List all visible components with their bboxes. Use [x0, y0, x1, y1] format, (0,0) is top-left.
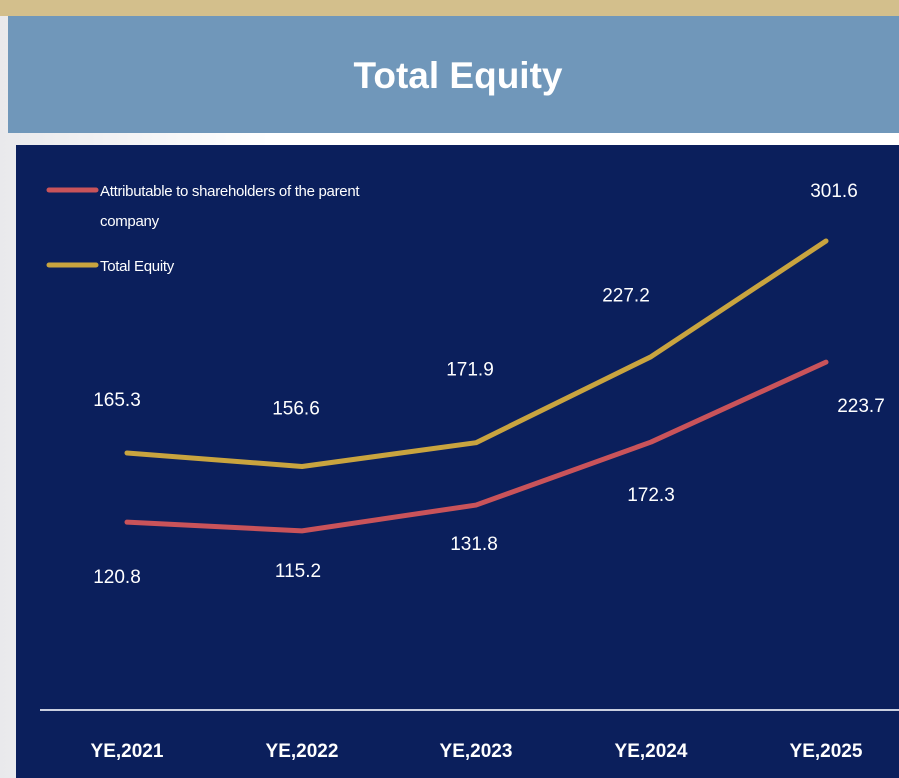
legend-label: Total Equity: [100, 258, 174, 275]
line-series: [124, 238, 829, 469]
plot-panel: [16, 145, 899, 778]
header: [8, 16, 899, 133]
data-label: 301.6: [810, 181, 858, 202]
data-label: 120.8: [93, 567, 141, 588]
data-label: 223.7: [837, 396, 885, 417]
x-tick-label: YE,2024: [615, 741, 688, 762]
data-label: 131.8: [450, 534, 498, 555]
data-label: 172.3: [627, 485, 675, 506]
data-label: 115.2: [275, 561, 321, 582]
x-tick-label: YE,2021: [91, 741, 164, 762]
top-band: [0, 0, 899, 16]
x-tick-label: YE,2022: [266, 741, 339, 762]
data-label: 156.6: [272, 399, 320, 420]
legend-label: Attributable to shareholders of the pare…: [100, 183, 360, 230]
chart-title: Total Equity: [354, 55, 563, 96]
data-label: 171.9: [446, 360, 494, 381]
x-tick-label: YE,2025: [790, 741, 863, 762]
x-tick-label: YE,2023: [440, 741, 513, 762]
data-label: 227.2: [602, 286, 650, 307]
data-label: 165.3: [93, 390, 141, 411]
line-series: [124, 359, 829, 534]
